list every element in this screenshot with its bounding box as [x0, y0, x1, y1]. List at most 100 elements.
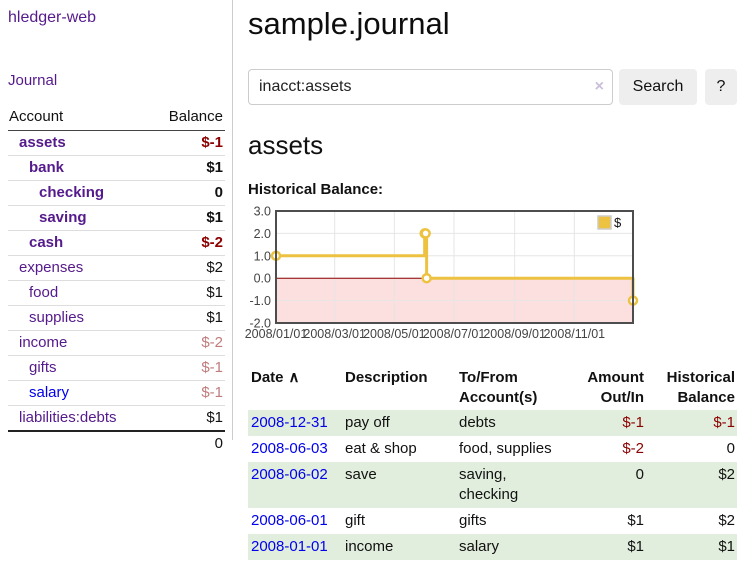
svg-text:2008/03/01: 2008/03/01: [303, 327, 366, 341]
account-row: assets $-1: [8, 131, 225, 156]
account-balance: $-2: [150, 330, 225, 356]
register-header-date[interactable]: Date ∧: [251, 369, 300, 386]
register-row: 2008-01-01 income salary $1 $1: [248, 534, 737, 560]
svg-text:2008/01/01: 2008/01/01: [245, 327, 308, 341]
register-date-cell: 2008-12-31: [248, 410, 345, 436]
register-accounts-cell: debts: [459, 414, 496, 431]
account-row: income $-2: [8, 330, 225, 356]
help-button[interactable]: ?: [705, 69, 737, 105]
register-balance-cell: 0: [726, 440, 735, 457]
account-balance: $1: [150, 305, 225, 331]
sidebar-account-link[interactable]: checking: [39, 184, 105, 201]
accounts-table: Account Balance assets $-1 bank $1 checking 0…: [8, 106, 225, 456]
account-balance: $1: [150, 405, 225, 431]
account-balance: $1: [150, 205, 225, 231]
register-header-row: Date ∧ Description To/From Account(s) Amo…: [248, 366, 737, 410]
sidebar-account-link[interactable]: food: [29, 284, 59, 301]
transaction-date-link[interactable]: 2008-06-01: [251, 512, 328, 529]
sidebar-account-link[interactable]: income: [19, 334, 68, 351]
register-balance-cell: $-1: [713, 414, 735, 431]
clear-search-icon[interactable]: ×: [594, 78, 604, 95]
svg-text:2008/11/01: 2008/11/01: [543, 327, 605, 341]
accounts-table-header: Account Balance: [8, 106, 225, 131]
register-date-cell: 2008-06-03: [248, 436, 345, 462]
register-amount-cell: $-2: [622, 440, 644, 457]
register-description-cell: gift: [345, 512, 366, 529]
register-row: 2008-06-02 save saving, checking 0 $2: [248, 462, 737, 508]
account-row: gifts $-1: [8, 355, 225, 381]
register-description-cell: eat & shop: [345, 440, 417, 457]
account-row: supplies $1: [8, 305, 225, 331]
account-balance: $2: [150, 255, 225, 281]
account-balance: 0: [150, 180, 225, 206]
main-content: sample.journal × Search ? assets Histori…: [245, 0, 737, 560]
register-amount-cell: $1: [627, 512, 644, 529]
accounts-header-balance: Balance: [150, 106, 225, 131]
account-row: salary $-1: [8, 380, 225, 406]
account-row: saving $1: [8, 205, 225, 231]
transaction-date-link[interactable]: 2008-06-02: [251, 466, 328, 483]
sidebar: hledger-web Journal Account Balance asse…: [0, 0, 233, 456]
sidebar-account-link[interactable]: gifts: [29, 359, 57, 376]
account-balance: $-1: [150, 380, 225, 406]
account-balance: $-1: [150, 355, 225, 381]
sidebar-account-link[interactable]: salary: [29, 384, 70, 401]
sidebar-account-link[interactable]: bank: [29, 159, 65, 176]
account-row: expenses $2: [8, 255, 225, 281]
account-balance: $-1: [201, 134, 223, 151]
register-amount-cell: 0: [635, 466, 644, 483]
search-button[interactable]: Search: [619, 69, 697, 105]
sidebar-account-link[interactable]: cash: [29, 234, 64, 251]
page-title: sample.journal: [248, 6, 450, 41]
chart-legend-label: $: [614, 215, 622, 230]
sidebar-account-link[interactable]: supplies: [29, 309, 85, 326]
register-date-cell: 2008-01-01: [248, 534, 345, 560]
account-row: cash $-2: [8, 230, 225, 256]
register-date-cell: 2008-06-02: [248, 462, 345, 508]
transaction-date-link[interactable]: 2008-06-03: [251, 440, 328, 457]
search-input[interactable]: [248, 69, 613, 105]
svg-text:2008/05/01: 2008/05/01: [363, 327, 426, 341]
sidebar-account-link[interactable]: saving: [39, 209, 87, 226]
register-accounts-cell: food, supplies: [459, 440, 552, 457]
register-header-amount: Amount Out/In: [587, 369, 644, 406]
sidebar-item-journal[interactable]: Journal: [8, 72, 58, 89]
app-brand-link[interactable]: hledger-web: [8, 9, 97, 26]
chart-title: Historical Balance:: [248, 181, 384, 198]
register-row: 2008-12-31 pay off debts $-1 $-1: [248, 410, 737, 436]
register-table: Date ∧ Description To/From Account(s) Amo…: [248, 366, 737, 560]
account-row: food $1: [8, 280, 225, 306]
transaction-date-link[interactable]: 2008-12-31: [251, 414, 328, 431]
sidebar-account-link[interactable]: expenses: [19, 259, 84, 276]
account-balance: $1: [150, 280, 225, 306]
svg-text:-2.0: -2.0: [249, 317, 271, 331]
register-tbody: 2008-12-31 pay off debts $-1 $-1 2008-06-03 ea…: [248, 410, 737, 560]
account-heading: assets: [248, 130, 324, 160]
svg-text:2008/07/01: 2008/07/01: [423, 327, 486, 341]
register-row: 2008-06-01 gift gifts $1 $2: [248, 508, 737, 534]
register-description-cell: pay off: [345, 414, 390, 431]
account-row: checking 0: [8, 180, 225, 206]
register-amount-cell: $-1: [622, 414, 644, 431]
sidebar-account-link[interactable]: assets: [19, 134, 66, 151]
svg-text:0.0: 0.0: [254, 272, 271, 286]
accounts-total-value: 0: [150, 430, 225, 456]
historical-balance-chart: 3.0 2.0 1.0 0.0 -1.0 -2.02008/01/012008/03/01…: [245, 205, 639, 341]
register-date-cell: 2008-06-01: [248, 508, 345, 534]
account-balance: $-2: [150, 230, 225, 256]
svg-text:3.0: 3.0: [254, 205, 271, 219]
sort-asc-icon: ∧: [288, 369, 300, 386]
transaction-date-link[interactable]: 2008-01-01: [251, 538, 328, 555]
register-accounts-cell: gifts: [459, 512, 487, 529]
register-row: 2008-06-03 eat & shop food, supplies $-2 0: [248, 436, 737, 462]
register-balance-cell: $1: [718, 538, 735, 555]
svg-text:2.0: 2.0: [254, 227, 271, 241]
register-header-balance: Historical Balance: [666, 369, 735, 406]
svg-text:2008/09/01: 2008/09/01: [483, 327, 546, 341]
accounts-header-account: Account: [8, 106, 151, 131]
register-description-cell: income: [345, 538, 394, 555]
account-balance: $1: [150, 155, 225, 181]
register-description-cell: save: [345, 466, 377, 483]
register-balance-cell: $2: [718, 512, 735, 529]
sidebar-account-link[interactable]: liabilities:debts: [19, 409, 117, 426]
